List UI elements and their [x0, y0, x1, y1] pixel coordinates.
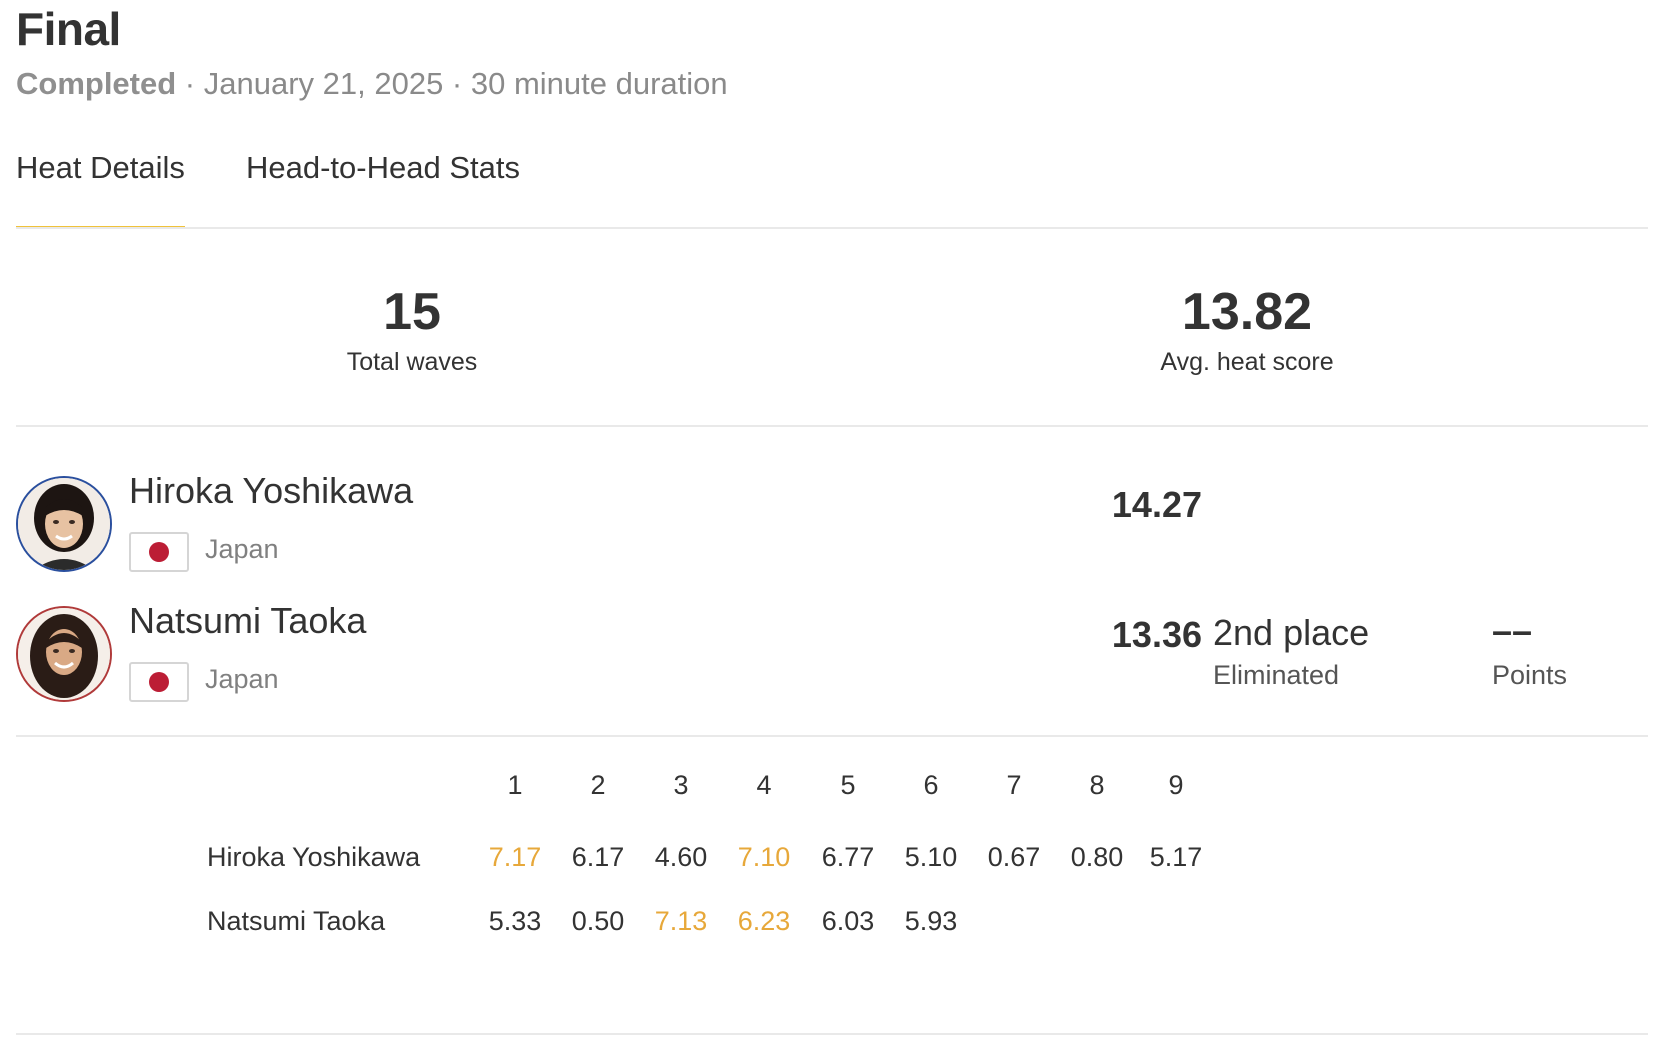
wave-number-header: 8 — [1089, 770, 1105, 800]
wave-score-cell: 5.10 — [904, 842, 958, 872]
tabs-divider — [16, 227, 1648, 229]
heat-status: Completed — [16, 66, 177, 101]
wave-number-header: 7 — [1006, 770, 1022, 800]
athlete-name[interactable]: Natsumi Taoka — [129, 600, 367, 641]
heat-meta: · January 21, 2025 · 30 minute duration — [176, 66, 728, 101]
wave-score-cell: 6.77 — [821, 842, 875, 872]
avg-heat-score-label: Avg. heat score — [1160, 348, 1334, 376]
heat-subtitle: Completed · January 21, 2025 · 30 minute… — [16, 66, 728, 102]
athletes-divider — [16, 735, 1648, 737]
total-waves-stat: 15 Total waves — [212, 282, 612, 377]
japan-flag-icon — [129, 532, 189, 572]
wave-number-header: 1 — [507, 770, 523, 800]
wave-score-cell: 7.13 — [654, 906, 708, 936]
avg-heat-score-stat: 13.82 Avg. heat score — [1047, 282, 1447, 377]
tab-heat-details[interactable]: Heat Details — [16, 150, 185, 229]
tab-bar: Heat Details Head-to-Head Stats — [16, 150, 1648, 229]
athlete-result: Eliminated — [1213, 660, 1340, 690]
athlete-place: 2nd place — [1213, 612, 1370, 653]
athlete-country: Japan — [205, 664, 279, 694]
tab-head-to-head-stats[interactable]: Head-to-Head Stats — [246, 150, 520, 185]
wave-score-cell: 0.50 — [571, 906, 625, 936]
wave-number-header: 2 — [590, 770, 606, 800]
wave-score-cell: 6.23 — [737, 906, 791, 936]
athlete-points-label: Points — [1492, 660, 1568, 690]
heat-title: Final — [16, 3, 121, 55]
athlete-heat-score: 13.36 — [1111, 614, 1202, 655]
japan-flag-icon — [129, 662, 189, 702]
bottom-divider — [16, 1033, 1648, 1035]
athlete-points-value: –– — [1492, 610, 1533, 651]
wave-number-header: 9 — [1168, 770, 1184, 800]
avg-heat-score-value: 13.82 — [1181, 283, 1313, 341]
athlete-row[interactable]: Natsumi Taoka Japan 13.36 2nd place Elim… — [16, 600, 1636, 704]
wave-number-header: 6 — [923, 770, 939, 800]
wave-score-cell: 0.80 — [1070, 842, 1124, 872]
wave-number-header: 4 — [756, 770, 772, 800]
wave-row-athlete-name: Hiroka Yoshikawa — [207, 842, 421, 872]
wave-score-cell: 0.67 — [987, 842, 1041, 872]
wave-number-header: 3 — [673, 770, 689, 800]
athlete-country: Japan — [205, 534, 279, 564]
wave-score-cell: 7.10 — [737, 842, 791, 872]
wave-score-cell: 5.33 — [488, 906, 542, 936]
wave-score-cell: 5.17 — [1149, 842, 1203, 872]
stats-divider — [16, 425, 1648, 427]
athlete-avatar-icon — [16, 606, 112, 702]
wave-number-header: 5 — [840, 770, 856, 800]
wave-score-cell: 6.03 — [821, 906, 875, 936]
athlete-row[interactable]: Hiroka Yoshikawa Japan 14.27 — [16, 470, 1636, 574]
athlete-name[interactable]: Hiroka Yoshikawa — [129, 470, 414, 511]
athlete-avatar-icon — [16, 476, 112, 572]
wave-score-cell: 4.60 — [654, 842, 708, 872]
wave-score-cell: 7.17 — [488, 842, 542, 872]
wave-score-cell: 6.17 — [571, 842, 625, 872]
wave-score-cell: 5.93 — [904, 906, 958, 936]
total-waves-label: Total waves — [346, 348, 478, 376]
wave-row-athlete-name: Natsumi Taoka — [207, 906, 386, 936]
total-waves-value: 15 — [383, 283, 441, 341]
athlete-heat-score: 14.27 — [1111, 484, 1202, 525]
